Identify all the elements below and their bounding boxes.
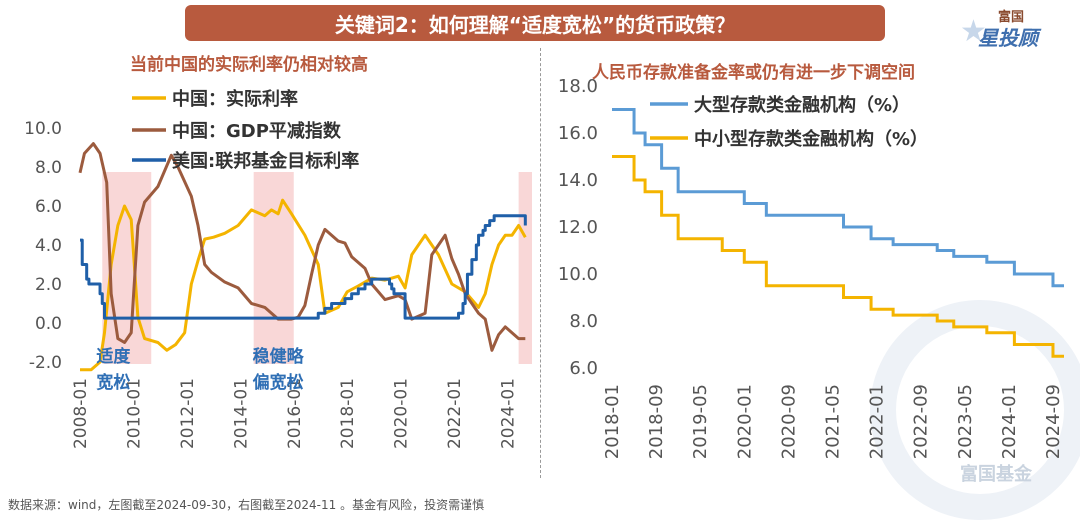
watermark-text: 富国基金 [960,464,1032,485]
left-y-tick-label-0: -2.0 [29,353,62,373]
right-legend-label-1: 大型存款类金融机构（%） [694,94,910,116]
left-y-tick-label-5: 8.0 [35,158,62,178]
right-x-tick-label-9: 2024-01 [999,384,1020,459]
right-x-tick-label-10: 2024-09 [1043,384,1064,459]
left-annotation-2-line-2: 偏宽松 [253,372,304,393]
left-x-tick-label-5: 2018-01 [338,378,358,449]
star-icon: ★ [960,14,987,49]
right-x-tick-label-6: 2022-01 [867,384,888,459]
large-institutions-rrr-line [612,108,1064,288]
right-x-tick-label-7: 2022-09 [911,384,932,459]
gdp-deflator-line [78,142,526,352]
right-x-tick-label-8: 2023-05 [955,384,976,459]
small-institutions-rrr-line [612,155,1064,358]
left-x-tick-label-8: 2024-01 [499,378,519,449]
left-x-tick-label-0: 2008-01 [71,378,91,449]
left-legend-label-2: 中国：GDP平减指数 [172,120,342,142]
right-y-tick-label-1: 8.0 [569,311,598,332]
right-y-tick-label-2: 10.0 [558,264,598,285]
left-x-tick-label-2: 2012-01 [178,378,198,449]
left-x-tick-label-4: 2016-01 [285,378,305,449]
left-x-tick-label-6: 2020-01 [392,378,412,449]
right-x-tick-label-5: 2021-05 [822,384,843,459]
right-y-tick-label-6: 18.0 [558,76,598,97]
right-y-tick-label-3: 12.0 [558,217,598,238]
left-annotation-1-line-2: 宽松 [96,372,130,393]
right-x-tick-label-0: 2018-01 [602,384,623,459]
right-chart-title: 人民币存款准备金率或仍有进一步下调空间 [592,63,915,83]
brand-main-text: 星投顾 [978,26,1038,50]
left-x-tick-label-3: 2014-01 [231,378,251,449]
left-chart-title: 当前中国的实际利率仍相对较高 [130,55,368,75]
left-legend-label-3: 美国:联邦基金目标利率 [172,150,359,172]
right-legend-label-2: 中小型存款类金融机构（%） [694,128,928,150]
left-annotation-1-line-1: 适度 [96,346,131,367]
page-title-banner: 关键词2：如何理解“适度宽松”的货币政策？ [185,5,885,41]
source-footnote: 数据来源：wind，左图截至2024-09-30，右图截至2024-11 。基金… [8,498,485,512]
panel-divider [540,48,541,478]
highlight-band-2 [253,172,294,364]
brand-top-text: 富国 [998,10,1025,25]
brand-logo: ★ 富国 星投顾 [960,4,1070,54]
left-x-tick-label-1: 2010-01 [124,378,144,449]
left-annotation-2-line-1: 稳健略 [253,346,305,367]
left-y-tick-label-2: 2.0 [35,275,62,295]
right-x-tick-label-1: 2018-09 [646,384,667,459]
left-y-tick-label-6: 10.0 [24,119,62,139]
right-y-tick-label-5: 16.0 [558,123,598,144]
right-x-tick-label-4: 2020-09 [778,384,799,459]
right-x-tick-label-3: 2020-01 [734,384,755,459]
left-y-tick-label-4: 6.0 [35,197,62,217]
right-y-tick-label-0: 6.0 [569,358,598,379]
left-y-tick-label-1: 0.0 [35,314,62,334]
right-x-tick-label-2: 2019-05 [690,384,711,459]
right-y-tick-label-4: 14.0 [558,170,598,191]
left-y-tick-label-3: 4.0 [35,236,62,256]
highlight-band-3 [518,172,532,364]
us-fed-rate-line [80,214,527,320]
left-legend-label-1: 中国：实际利率 [172,88,298,110]
left-x-tick-label-7: 2022-01 [445,378,465,449]
page-title: 关键词2：如何理解“适度宽松”的货币政策？ [334,12,736,37]
